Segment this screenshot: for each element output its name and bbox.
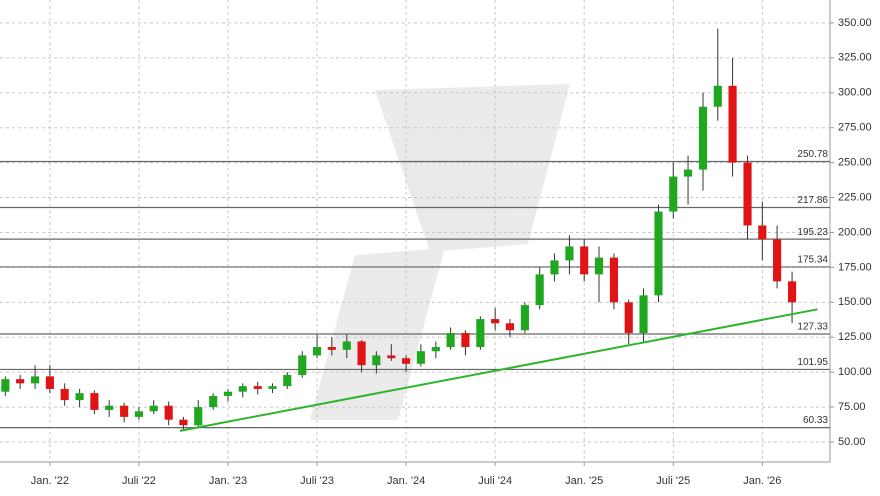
candle-body	[476, 319, 485, 348]
candle-body	[580, 246, 589, 275]
y-tick-label: 300.00	[838, 87, 872, 99]
candle-body	[90, 393, 99, 410]
candle-body	[565, 246, 574, 261]
candle-body	[683, 169, 693, 177]
y-tick-label: 250.00	[838, 157, 872, 169]
candle-body	[728, 85, 737, 163]
candle-body	[16, 379, 25, 384]
candle-body	[253, 386, 262, 389]
candle-body	[194, 407, 203, 426]
candle-body	[639, 295, 648, 334]
x-tick-label: Jan. '25	[565, 475, 603, 487]
candle-body	[372, 355, 381, 366]
level-label: 195.23	[797, 227, 828, 238]
level-label: 60.33	[803, 415, 828, 426]
level-label: 250.78	[797, 149, 828, 160]
y-tick-label: 50.00	[838, 436, 866, 448]
y-tick-label: 175.00	[838, 261, 872, 273]
candle-body	[342, 341, 351, 350]
x-tick-label: Jan. '23	[209, 475, 247, 487]
candle-body	[624, 302, 633, 334]
candle-body	[357, 341, 366, 366]
candle-body	[283, 374, 292, 387]
candle-body	[209, 395, 218, 408]
trend-line	[179, 308, 818, 432]
candle-body	[164, 405, 173, 420]
candle-body	[75, 393, 84, 401]
candle-body	[446, 333, 455, 348]
candle-body	[45, 376, 54, 389]
candle-body	[743, 162, 752, 226]
x-tick-label: Juli '24	[478, 475, 512, 487]
y-tick-label: 125.00	[838, 331, 872, 343]
candle-body	[431, 347, 440, 352]
y-tick-label: 225.00	[838, 191, 872, 203]
candle-body	[461, 333, 470, 348]
level-label: 175.34	[797, 255, 828, 266]
candle-body	[654, 211, 663, 296]
candle-body	[505, 323, 514, 331]
x-tick-label: Juli '25	[656, 475, 690, 487]
x-tick-label: Juli '23	[300, 475, 334, 487]
candle-body	[387, 355, 396, 359]
x-tick-label: Jan. '24	[387, 475, 425, 487]
y-tick-label: 350.00	[838, 17, 872, 29]
y-tick-label: 200.00	[838, 226, 872, 238]
candle-body	[758, 225, 767, 240]
candle-body	[402, 358, 411, 364]
candle-body	[416, 351, 425, 364]
candle-body	[298, 355, 307, 375]
candle-body	[698, 106, 708, 170]
candle-body	[1, 379, 10, 392]
candle-body	[134, 411, 143, 417]
y-tick-label: 75.00	[838, 401, 866, 413]
candle-body	[787, 281, 797, 303]
candle-body	[105, 405, 114, 410]
y-tick-label: 325.00	[838, 52, 872, 64]
candle-body	[669, 176, 678, 212]
candle-body	[238, 386, 247, 392]
candle-body	[491, 319, 500, 324]
watermark-upper	[375, 84, 570, 252]
candle-body	[594, 257, 604, 275]
candle-body	[609, 257, 619, 303]
candle-body	[312, 347, 322, 356]
level-label: 127.33	[797, 322, 828, 333]
x-tick-label: Jan. '22	[31, 475, 69, 487]
x-tick-label: Jan. '26	[743, 475, 781, 487]
candle-body	[149, 405, 158, 412]
level-label: 217.86	[797, 195, 828, 206]
candle-body	[535, 274, 544, 306]
candle-body	[179, 419, 188, 426]
candle-body	[31, 376, 40, 384]
candle-body	[327, 347, 336, 350]
candle-body	[268, 386, 277, 389]
candle-body	[520, 305, 529, 331]
candle-body	[60, 388, 69, 401]
y-tick-label: 100.00	[838, 366, 872, 378]
candle-body	[713, 85, 722, 107]
candle-body	[223, 391, 233, 396]
candle-body	[773, 239, 782, 282]
x-tick-label: Juli '22	[122, 475, 156, 487]
candle-body	[550, 260, 559, 275]
level-label: 101.95	[797, 357, 828, 368]
y-tick-label: 275.00	[838, 122, 872, 134]
y-tick-label: 150.00	[838, 296, 872, 308]
candle-body	[120, 405, 129, 417]
